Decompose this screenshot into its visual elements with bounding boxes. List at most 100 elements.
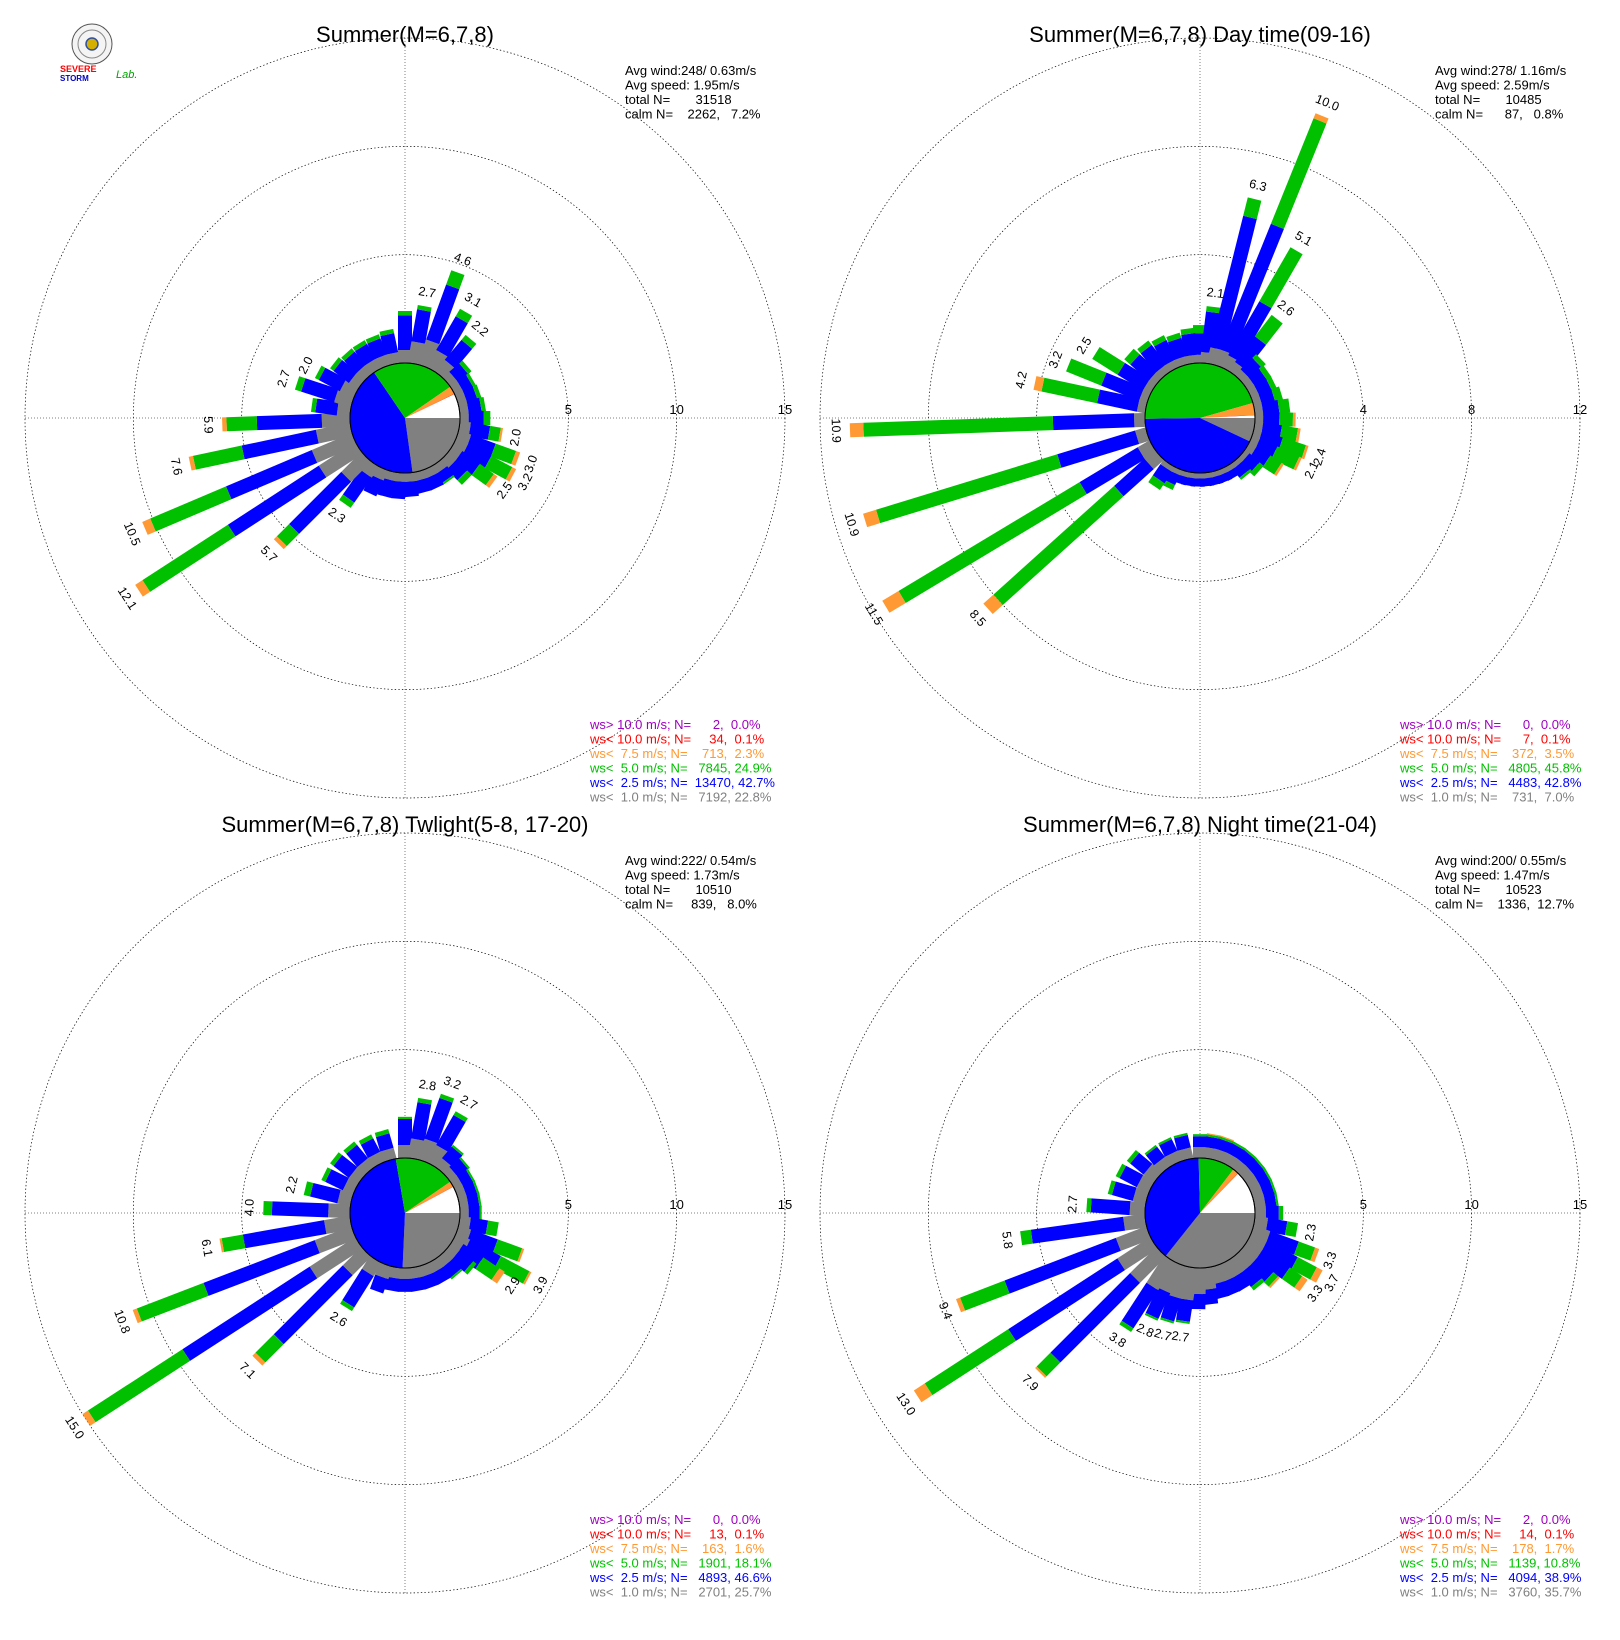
bar-segment [1160,1317,1175,1324]
bar-segment [1115,1163,1127,1179]
bar-segment [1204,1136,1221,1150]
bar-segment [461,443,492,469]
bar-segment [1036,1352,1061,1377]
bar-segment [1115,1226,1152,1251]
bar-value-label: 2.7 [274,368,293,389]
bar-segment [1313,113,1329,124]
bar-segment [1193,1147,1207,1158]
bar-segment [466,434,496,457]
direction-bar [426,1111,468,1169]
bar-segment [273,536,287,550]
bar-value-label: 2.8 [1134,1320,1156,1340]
bar-value-label: 2.6 [328,1309,350,1330]
bar-segment [142,518,156,535]
bar-segment [1035,1366,1047,1378]
direction-bar [863,427,1150,528]
bar-segment [1121,1282,1159,1329]
pie-outline [349,362,461,474]
bar-segment [398,1116,412,1119]
bar-value-label: 2.7 [1152,1326,1173,1344]
bar-segment [1126,1150,1140,1164]
stat-line: total N= 31518 [625,92,732,107]
bar-value-label: 3.2 [442,1073,463,1092]
bar-segment [464,1261,477,1275]
bar-value-label: 2.7 [1171,1329,1190,1346]
pie-slice [405,418,460,473]
bar-segment [455,1244,484,1269]
bar-segment [1241,1238,1264,1261]
bar-segment [1265,1217,1288,1236]
bar-value-label: 11.5 [862,600,886,627]
stat-line: Avg speed: 1.47m/s [1435,868,1550,883]
ring-tick-label: 8 [1468,402,1475,417]
bar-segment [1232,1141,1246,1151]
bar-segment [1092,347,1125,375]
bar-segment [1176,1298,1194,1322]
bar-segment [1274,1192,1279,1207]
pie-slice [405,1181,454,1213]
bar-segment [468,422,491,440]
stat-line: calm N= 839, 8.0% [625,897,757,912]
bar-segment [1193,354,1207,363]
bar-segment [1271,446,1300,470]
bar-segment [273,1265,353,1345]
bar-segment [468,1217,489,1235]
bar-segment [455,308,473,324]
direction-bar [454,384,482,406]
bar-segment [1260,1240,1298,1270]
bar-segment [1279,412,1294,427]
bar-segment [309,1237,363,1279]
direction-bar [1202,1133,1221,1161]
bar-segment [468,1206,480,1220]
legend-entry: ws< 7.5 m/s; N= 163, 1.6% [589,1541,765,1556]
bar-segment [453,1111,468,1122]
direction-bar [1107,1180,1150,1205]
bar-segment [1193,1136,1207,1148]
bar-segment [468,411,484,425]
calm-pie [1144,362,1256,474]
direction-bar [1158,1137,1183,1167]
direction-bar [273,451,372,550]
bar-segment [135,580,151,597]
stat-line: calm N= 1336, 12.7% [1435,897,1575,912]
bar-segment [1249,446,1271,468]
bar-segment [1259,247,1303,309]
bar-segment [1310,1247,1320,1263]
bar-segment [343,1141,357,1154]
calm-pie [1144,1157,1256,1269]
bar-segment [1107,1180,1116,1196]
direction-bar [1148,459,1176,490]
bar-segment [1254,438,1278,460]
bar-value-label: 2.2 [283,1175,301,1195]
bar-value-label: 2.8 [418,1077,438,1094]
bar-segment [384,1276,401,1292]
calm-pie [349,1157,461,1269]
pie-slice [350,1158,405,1268]
direction-bar [1173,1132,1194,1162]
bar-segment [1144,1144,1157,1156]
direction-bar [417,270,465,369]
bar-segment [1052,413,1135,431]
bar-value-label: 2.1 [1302,459,1322,481]
bar-segment [898,482,1087,603]
direction-bar [459,1206,482,1220]
bar-segment [1090,1198,1131,1216]
calm-pie [349,362,461,474]
bar-segment [1117,1237,1158,1271]
bar-segment [342,1246,372,1276]
pie-outline [349,1157,461,1269]
bar-value-label: 3.8 [1106,1329,1128,1350]
bar-segment [459,1156,470,1170]
bar-segment [1294,1276,1308,1292]
bar-segment [241,429,319,460]
ring-tick-label: 10 [669,1197,683,1212]
bar-segment [360,1138,381,1159]
legend-entry: ws> 10.0 m/s; N= 0, 0.0% [589,1512,761,1527]
ring-tick-label: 5 [565,1197,572,1212]
bar-value-label: 10.9 [841,511,862,538]
bar-segment [1177,1147,1194,1162]
bar-segment [475,1257,500,1280]
stat-line: Avg wind:248/ 0.63m/s [625,63,757,78]
bar-segment [1229,1251,1251,1274]
bar-segment [956,1297,966,1313]
